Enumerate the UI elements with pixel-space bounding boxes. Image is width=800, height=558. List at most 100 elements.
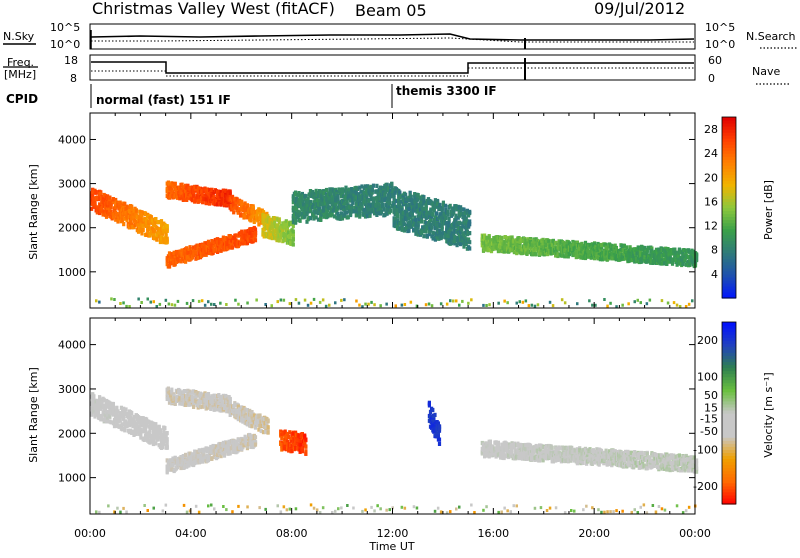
echo-cell [525, 299, 528, 302]
echo-cell [95, 190, 98, 194]
echo-cell [621, 304, 624, 307]
echo-cell [192, 299, 195, 302]
echo-cell [435, 211, 438, 215]
echo-cell [372, 184, 375, 188]
echo-cell [482, 304, 485, 307]
echo-cell [174, 182, 177, 186]
echo-cell [591, 304, 594, 307]
range-tick-label: 1000 [58, 266, 86, 279]
colorbar-segment [722, 217, 736, 221]
echo-cell [119, 418, 122, 422]
echo-cell [468, 231, 471, 235]
echo-cell [588, 299, 591, 302]
echo-cell [531, 304, 534, 307]
echo-cell [313, 298, 316, 301]
echo-cell [640, 301, 643, 304]
nave-tick-bottom: 0 [708, 72, 715, 85]
colorbar-tick-label: 24 [704, 147, 718, 160]
echo-cell [446, 213, 449, 217]
colorbar-segment [722, 292, 736, 296]
echo-cell [425, 303, 428, 306]
nave-tick-top: 60 [708, 54, 722, 67]
colorbar-segment [722, 271, 736, 275]
echo-cell [167, 387, 170, 391]
echo-cell [385, 303, 388, 306]
echo-cell [441, 208, 444, 212]
echo-cell [497, 302, 500, 305]
echo-cell [364, 303, 367, 306]
echo-cell [192, 405, 195, 409]
echo-cell [671, 262, 674, 266]
echo-cell [154, 441, 157, 445]
echo-cell [225, 303, 228, 306]
echo-cell [219, 302, 222, 305]
echo-cell [637, 299, 640, 302]
freq-label-line2: [MHz] [4, 68, 36, 81]
cpid-strip: CPID normal (fast) 151 IF themis 3300 IF [6, 84, 497, 108]
echo-cell [396, 214, 399, 218]
range-tick-label: 4000 [58, 133, 86, 146]
echo-cell [292, 237, 295, 241]
echo-cell [609, 302, 612, 305]
colorbar-segment [722, 126, 736, 130]
echo-cell [201, 299, 204, 302]
echo-cell [319, 301, 322, 304]
colorbar-segment [722, 183, 736, 187]
echo-cell [371, 188, 374, 192]
nsky-tick-bottom: 10^0 [50, 38, 80, 51]
echo-cell [470, 298, 473, 301]
echo-cell [292, 242, 295, 246]
echo-cell [166, 445, 169, 449]
echo-cell [446, 303, 449, 306]
echo-cell [198, 300, 201, 303]
echo-cell [340, 299, 343, 302]
freq-tick-bottom: 8 [70, 72, 77, 85]
echo-cell [691, 299, 694, 302]
echo-cell [343, 298, 346, 301]
echo-cell [468, 219, 471, 223]
echo-cell [130, 411, 133, 415]
echo-cell [334, 301, 337, 304]
echo-cell [207, 392, 210, 396]
echo-cell [449, 299, 452, 302]
nsearch-tick-top: 10^5 [705, 21, 735, 34]
colorbar-segment [722, 235, 736, 239]
echo-cell [500, 236, 503, 240]
freq-trace [91, 62, 694, 73]
station-title: Christmas Valley West (fitACF) [92, 0, 335, 18]
echo-cell [280, 299, 283, 302]
echo-cell [467, 302, 470, 305]
echo-cell [552, 304, 555, 307]
cpid-mode-2: themis 3300 IF [396, 84, 497, 98]
echo-cell [144, 427, 147, 431]
echo-cell [298, 302, 301, 305]
echo-cell [358, 215, 361, 219]
echo-cell [522, 301, 525, 304]
echo-cell [283, 299, 286, 302]
echo-cell [319, 218, 322, 222]
echo-cell [240, 230, 243, 234]
nsearch-tick-bottom: 10^0 [705, 38, 735, 51]
echo-cell [171, 303, 174, 306]
echo-cell [634, 300, 637, 303]
colorbar-segment [722, 162, 736, 166]
echo-cell [130, 205, 133, 209]
echo-cell [174, 304, 177, 307]
echo-cell [534, 305, 537, 308]
echo-cell [122, 301, 125, 304]
echo-cell [519, 300, 522, 303]
echo-cell [263, 214, 266, 218]
echo-cell [468, 240, 471, 244]
echo-cell [395, 304, 398, 307]
echo-cell [576, 302, 579, 305]
echo-cell [254, 231, 257, 235]
echo-cell [452, 300, 455, 303]
echo-cell [207, 300, 210, 303]
echo-cell [389, 209, 392, 213]
echo-cell [113, 298, 116, 301]
echo-cell [606, 305, 609, 308]
echo-cell [295, 298, 298, 301]
echo-cell [310, 302, 313, 305]
